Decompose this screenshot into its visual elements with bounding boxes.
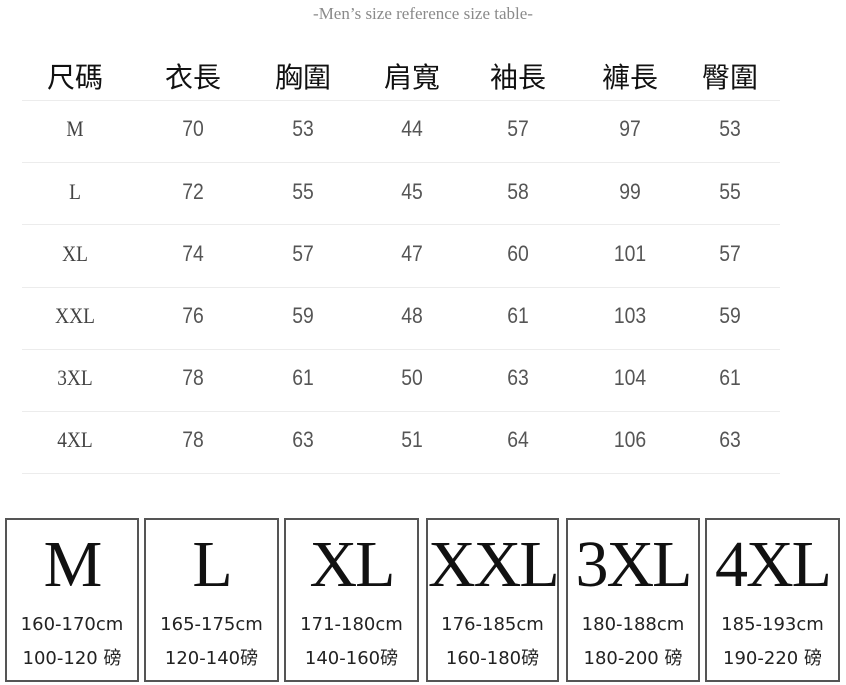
size-label-cell: L bbox=[69, 179, 81, 204]
page-title: -Men’s size reference size table- bbox=[313, 4, 533, 23]
card-weight: 160-180磅 bbox=[445, 648, 540, 669]
measurement-cell: 101 bbox=[613, 241, 647, 266]
measurement-cell: 51 bbox=[401, 427, 423, 452]
measurement-cell: 59 bbox=[292, 303, 314, 328]
size-card: XL 171-180cm 140-160磅 bbox=[284, 518, 419, 682]
measurement-cell: 61 bbox=[719, 365, 741, 390]
measurement-cell: 103 bbox=[613, 303, 647, 328]
measurement-cell: 45 bbox=[401, 179, 423, 204]
row-divider bbox=[22, 411, 780, 412]
measurement-cell: 74 bbox=[182, 241, 204, 266]
row-divider bbox=[22, 224, 780, 225]
column-header: 肩寬 bbox=[383, 61, 440, 94]
size-label-cell: XL bbox=[62, 241, 88, 266]
column-header: 胸圍 bbox=[274, 61, 331, 94]
measurement-cell: 106 bbox=[613, 427, 647, 452]
measurement-cell: 78 bbox=[182, 427, 204, 452]
row-divider bbox=[22, 473, 780, 474]
measurement-cell: 50 bbox=[401, 365, 423, 390]
measurement-cell: 57 bbox=[719, 241, 741, 266]
card-height: 160-170cm bbox=[20, 614, 124, 635]
card-weight: 100-120 磅 bbox=[22, 648, 122, 669]
card-height: 180-188cm bbox=[581, 614, 685, 635]
card-weight: 180-200 磅 bbox=[583, 648, 683, 669]
size-card: XXL 176-185cm 160-180磅 bbox=[426, 518, 560, 682]
size-label-cell: XXL bbox=[55, 303, 95, 328]
card-size: M bbox=[43, 528, 103, 601]
measurement-cell: 63 bbox=[719, 427, 741, 452]
column-header: 尺碼 bbox=[46, 61, 103, 94]
card-height: 171-180cm bbox=[300, 614, 403, 635]
card-weight: 120-140磅 bbox=[164, 648, 259, 669]
measurement-cell: 61 bbox=[507, 303, 529, 328]
measurement-cell: 47 bbox=[401, 241, 423, 266]
row-divider bbox=[22, 100, 780, 101]
row-divider bbox=[22, 287, 780, 288]
size-card: 3XL 180-188cm 180-200 磅 bbox=[566, 518, 700, 682]
measurement-cell: 60 bbox=[507, 241, 529, 266]
measurement-cell: 55 bbox=[292, 179, 314, 204]
column-header: 袖長 bbox=[489, 61, 546, 94]
measurement-cell: 44 bbox=[401, 116, 423, 141]
measurement-cell: 70 bbox=[182, 116, 204, 141]
size-label-cell: M bbox=[66, 116, 84, 141]
card-height: 185-193cm bbox=[721, 614, 824, 635]
measurement-cell: 78 bbox=[182, 365, 204, 390]
measurement-cell: 72 bbox=[182, 179, 204, 204]
card-size: XXL bbox=[428, 528, 560, 601]
measurement-cell: 53 bbox=[292, 116, 314, 141]
measurement-cell: 57 bbox=[507, 116, 529, 141]
row-divider bbox=[22, 349, 780, 350]
size-card: 4XL 185-193cm 190-220 磅 bbox=[705, 518, 840, 682]
measurement-cell: 104 bbox=[613, 365, 647, 390]
measurement-cell: 53 bbox=[719, 116, 741, 141]
measurement-cell: 48 bbox=[401, 303, 423, 328]
column-header: 褲長 bbox=[601, 61, 658, 94]
size-card: M 160-170cm 100-120 磅 bbox=[5, 518, 139, 682]
column-header: 衣長 bbox=[164, 61, 221, 94]
size-label-cell: 4XL bbox=[57, 427, 93, 452]
measurement-cell: 76 bbox=[182, 303, 204, 328]
measurement-cell: 59 bbox=[719, 303, 741, 328]
measurement-cell: 57 bbox=[292, 241, 314, 266]
card-weight: 190-220 磅 bbox=[723, 648, 822, 669]
card-height: 165-175cm bbox=[160, 614, 263, 635]
row-divider bbox=[22, 162, 780, 163]
card-size: XL bbox=[309, 528, 396, 601]
measurement-cell: 55 bbox=[719, 179, 741, 204]
column-header: 臀圍 bbox=[701, 61, 758, 94]
measurement-cell: 97 bbox=[619, 116, 641, 141]
measurement-cell: 63 bbox=[292, 427, 314, 452]
size-card: L 165-175cm 120-140磅 bbox=[144, 518, 279, 682]
card-size: L bbox=[192, 528, 232, 601]
measurement-cell: 64 bbox=[507, 427, 529, 452]
card-height: 176-185cm bbox=[441, 614, 544, 635]
measurement-cell: 99 bbox=[619, 179, 641, 204]
card-size: 3XL bbox=[575, 528, 693, 601]
measurement-cell: 61 bbox=[292, 365, 314, 390]
card-weight: 140-160磅 bbox=[304, 648, 399, 669]
size-label-cell: 3XL bbox=[57, 365, 93, 390]
card-size: 4XL bbox=[715, 528, 832, 601]
measurement-cell: 58 bbox=[507, 179, 529, 204]
measurement-cell: 63 bbox=[507, 365, 529, 390]
